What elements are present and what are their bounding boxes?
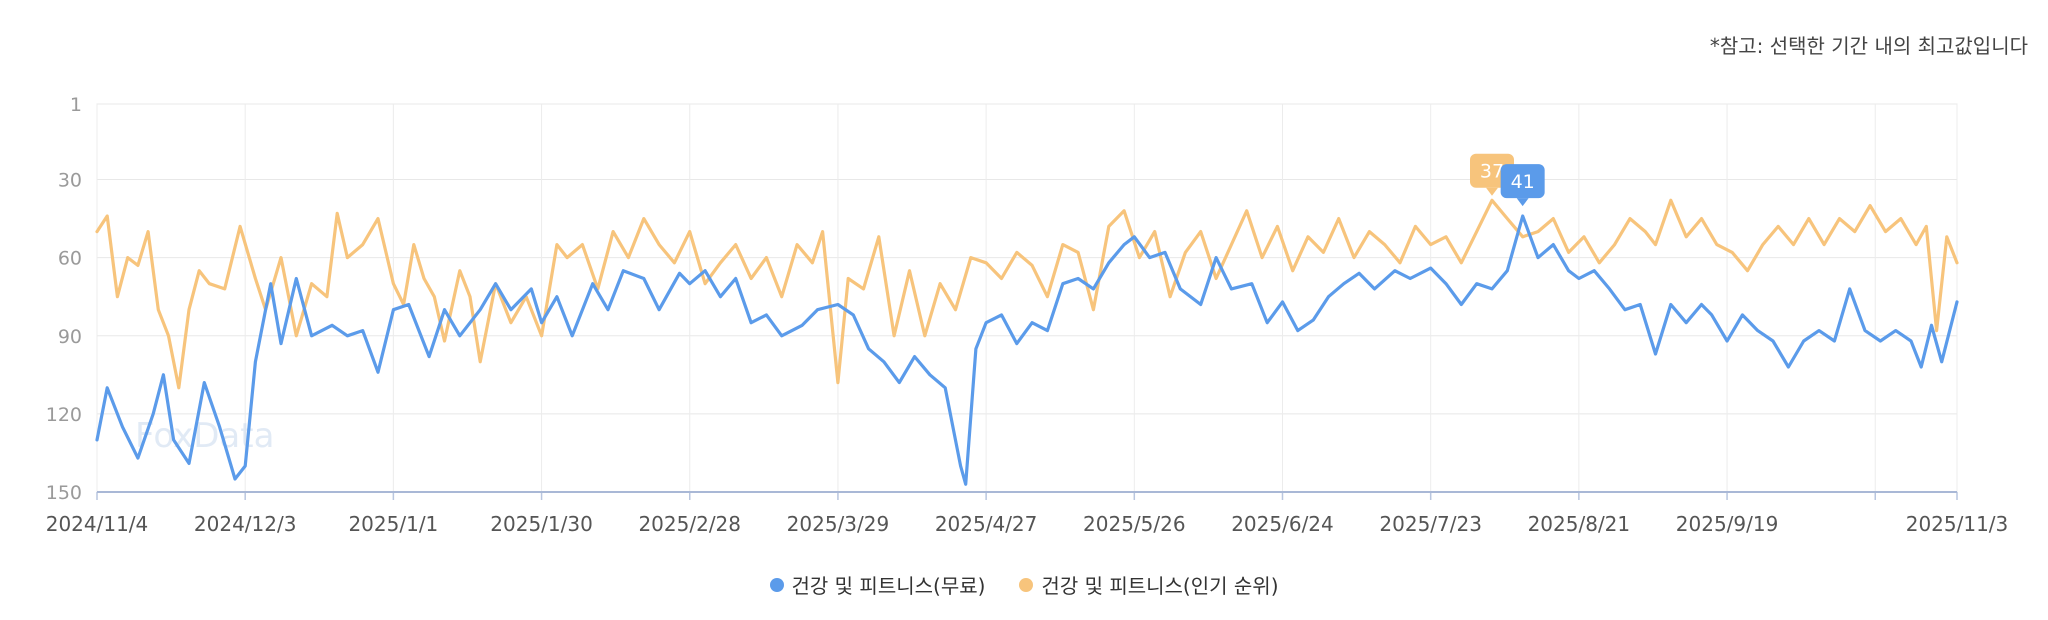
legend-label-popular: 건강 및 피트니스(인기 순위) [1041,574,1279,598]
series-line-popular[interactable] [95,198,1959,390]
y-tick-label: 150 [46,482,82,504]
x-tick-label: 2024/12/3 [194,512,297,536]
watermark: FoxData [135,416,274,456]
series-line-free[interactable] [95,214,1959,486]
rank-line-chart: 1 30 60 90 120 150 2024/11/4 2024/12/3 2025/1/1… [46,94,2009,536]
x-tick-label: 2025/8/21 [1528,512,1631,536]
x-tick-label: 2025/2/28 [638,512,741,536]
x-tick-label: 2025/6/24 [1231,512,1334,536]
peak-callout: 41 [1500,164,1545,207]
x-tick-label: 2025/1/1 [348,512,438,536]
x-tick-label: 2025/11/3 [1906,512,2009,536]
plot-frame [96,103,1958,493]
peak-callout-label: 41 [1511,171,1535,193]
y-tick-label: 60 [58,248,82,270]
y-axis: 1 30 60 90 120 150 [46,94,82,504]
y-tick-label: 30 [58,170,82,192]
y-tick-label: 120 [46,404,82,426]
y-tick-label: 90 [58,326,82,348]
legend-label-free: 건강 및 피트니스(무료) [791,574,986,598]
peak-callout-label: 37 [1480,161,1504,183]
x-tick-label: 2025/5/26 [1083,512,1186,536]
legend-swatch-free [769,577,784,592]
x-axis: 2024/11/4 2024/12/3 2025/1/1 2025/1/30 2025/… [46,491,2009,536]
chart-footnote: *참고: 선택한 기간 내의 최고값입니다 [1709,34,2028,58]
x-tick-label: 2024/11/4 [46,512,149,536]
chart-grid [96,103,1958,493]
x-tick-label: 2025/3/29 [787,512,890,536]
series-lines [95,198,1959,486]
x-tick-label: 2025/1/30 [490,512,593,536]
x-tick-label: 2025/9/19 [1676,512,1779,536]
legend-item-popular[interactable]: 건강 및 피트니스(인기 순위) [1019,570,1279,599]
annotations: 37 41 [1470,153,1545,207]
legend-item-free[interactable]: 건강 및 피트니스(무료) [769,570,986,599]
legend-swatch-popular [1019,577,1034,592]
y-tick-label: 1 [70,94,82,116]
x-tick-label: 2025/7/23 [1379,512,1482,536]
x-tick-label: 2025/4/27 [935,512,1038,536]
legend: 건강 및 피트니스(무료) 건강 및 피트니스(인기 순위) [0,570,2048,599]
